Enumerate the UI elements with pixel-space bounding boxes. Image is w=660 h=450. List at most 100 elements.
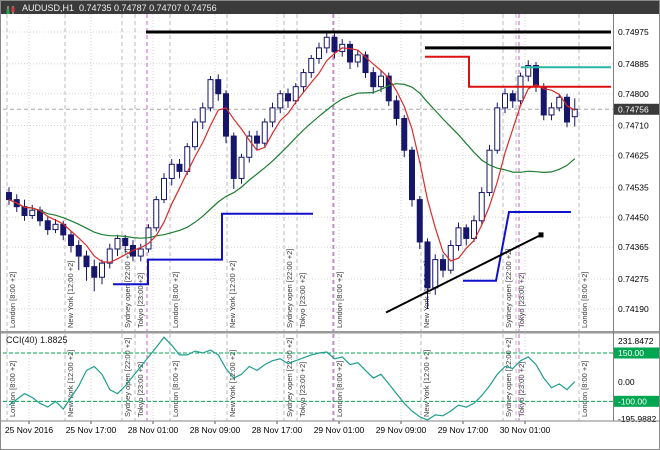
- candle: [354, 54, 361, 63]
- candle: [401, 117, 408, 151]
- candle: [254, 135, 260, 144]
- session-label: London [8:00 +2]: [335, 360, 344, 417]
- candle: [230, 135, 237, 179]
- price-axis-label: 0.74450: [618, 212, 649, 222]
- svg-text:0.74756: 0.74756: [618, 104, 649, 114]
- candle: [168, 163, 175, 179]
- candle: [106, 248, 113, 264]
- time-axis-label: 28 Nov 01:00: [128, 425, 179, 435]
- cci-axis-label: 0.00: [618, 377, 635, 387]
- candle: [409, 149, 415, 201]
- price-axis-label: 0.74190: [618, 304, 649, 314]
- candle: [471, 220, 477, 239]
- candle: [114, 237, 121, 250]
- candle: [292, 86, 299, 102]
- candle: [75, 244, 82, 257]
- candle: [145, 227, 152, 250]
- time-axis-label: 29 Nov 09:00: [376, 425, 427, 435]
- candle: [370, 72, 377, 88]
- session-label: New York [12:00 +2]: [66, 261, 75, 328]
- candle: [331, 36, 338, 52]
- svg-text:-100.00: -100.00: [618, 396, 647, 406]
- candle: [393, 100, 400, 119]
- candle: [52, 223, 59, 231]
- candle: [548, 107, 555, 116]
- session-label: Sydney open [22:00 +2]: [123, 249, 132, 328]
- candle: [176, 163, 183, 172]
- candle: [192, 121, 198, 148]
- cci-axis-label: -195.9882: [618, 414, 657, 424]
- session-label: Sydney open [22:00 +2]: [504, 338, 513, 417]
- session-label: London [8:00 +2]: [580, 271, 589, 328]
- candle: [525, 65, 532, 77]
- candle: [540, 86, 547, 116]
- price-axis-label: 0.74275: [618, 274, 649, 284]
- price-axis-label: 0.74365: [618, 242, 649, 252]
- chart-canvas[interactable]: London [8:00 +2] New York [12:00 +2] Sydne…: [1, 14, 660, 450]
- pane-divider[interactable]: [1, 331, 660, 334]
- session-label: New York [12:00 +2]: [422, 350, 431, 417]
- cci-indicator-label: CCI(40) 1.8825: [6, 335, 68, 345]
- time-axis-label: 25 Nov 17:00: [66, 425, 117, 435]
- session-label: Tokyo [23:00 +2]: [136, 273, 145, 328]
- session-label: Tokyo [23:00 +2]: [136, 362, 145, 417]
- trendline-handle[interactable]: [538, 232, 544, 238]
- session-label: London [8:00 +2]: [335, 271, 344, 328]
- candle: [207, 79, 214, 109]
- candle: [378, 75, 384, 88]
- step-line-0[interactable]: [425, 55, 611, 88]
- candle: [502, 93, 508, 109]
- time-axis-label: 29 Nov 01:00: [314, 425, 365, 435]
- candle: [571, 108, 578, 118]
- candle: [416, 199, 423, 243]
- price-axis-label: 0.74885: [618, 59, 649, 69]
- candle: [385, 75, 392, 102]
- session-label: Sydney open [22:00 +2]: [123, 338, 132, 417]
- session-label: Sydney open [22:00 +2]: [285, 249, 294, 328]
- cci-level-badge: [614, 395, 659, 407]
- session-label: Sydney open [22:00 +2]: [285, 338, 294, 417]
- step-line-1[interactable]: [113, 212, 313, 286]
- time-axis-label: 28 Nov 09:00: [190, 425, 241, 435]
- session-label: Tokyo [23:00 +2]: [517, 362, 526, 417]
- price-axis-label: 0.74975: [618, 27, 649, 37]
- chart-titlebar: AUDUSD,H1 0.74735 0.74787 0.74707 0.7475…: [1, 1, 659, 16]
- candle: [308, 57, 315, 74]
- price-axis[interactable]: [614, 14, 660, 421]
- time-axis-label: 29 Nov 17:00: [438, 425, 489, 435]
- candle: [478, 192, 485, 222]
- candle: [347, 43, 353, 63]
- session-label: New York [12:00 +2]: [66, 350, 75, 417]
- candle: [455, 227, 462, 246]
- main-price-pane[interactable]: London [8:00 +2] New York [12:00 +2] Sydne…: [3, 14, 613, 331]
- price-axis-label: 0.74710: [618, 121, 649, 131]
- cci-axis-label: 231.8472: [618, 336, 654, 346]
- step-line-2[interactable]: [463, 211, 571, 282]
- candle: [223, 93, 229, 137]
- time-axis[interactable]: [1, 421, 660, 450]
- candle: [362, 54, 369, 74]
- candle: [447, 244, 454, 271]
- candle: [509, 93, 516, 102]
- session-label: London [8:00 +2]: [171, 360, 180, 417]
- candle: [440, 259, 446, 271]
- candle: [285, 93, 291, 102]
- trend-line[interactable]: [385, 234, 542, 314]
- candle: [68, 234, 74, 246]
- candle: [91, 266, 98, 278]
- session-label: New York [12:00 +2]: [228, 350, 237, 417]
- cci-pane[interactable]: London [8:00 +2] New York [12:00 +2] Sydne…: [3, 334, 613, 421]
- session-label: New York [12:00 +2]: [422, 261, 431, 328]
- ma-fast-line: [8, 47, 576, 264]
- candle: [269, 107, 276, 123]
- candlestick-chart-icon: [5, 3, 17, 16]
- candle: [494, 107, 501, 151]
- candle: [215, 79, 222, 95]
- candle: [517, 75, 524, 102]
- candle: [161, 177, 167, 201]
- candle: [316, 47, 322, 59]
- session-label: New York [12:00 +2]: [228, 261, 237, 328]
- candle: [137, 248, 144, 257]
- current-price-badge: [614, 103, 659, 115]
